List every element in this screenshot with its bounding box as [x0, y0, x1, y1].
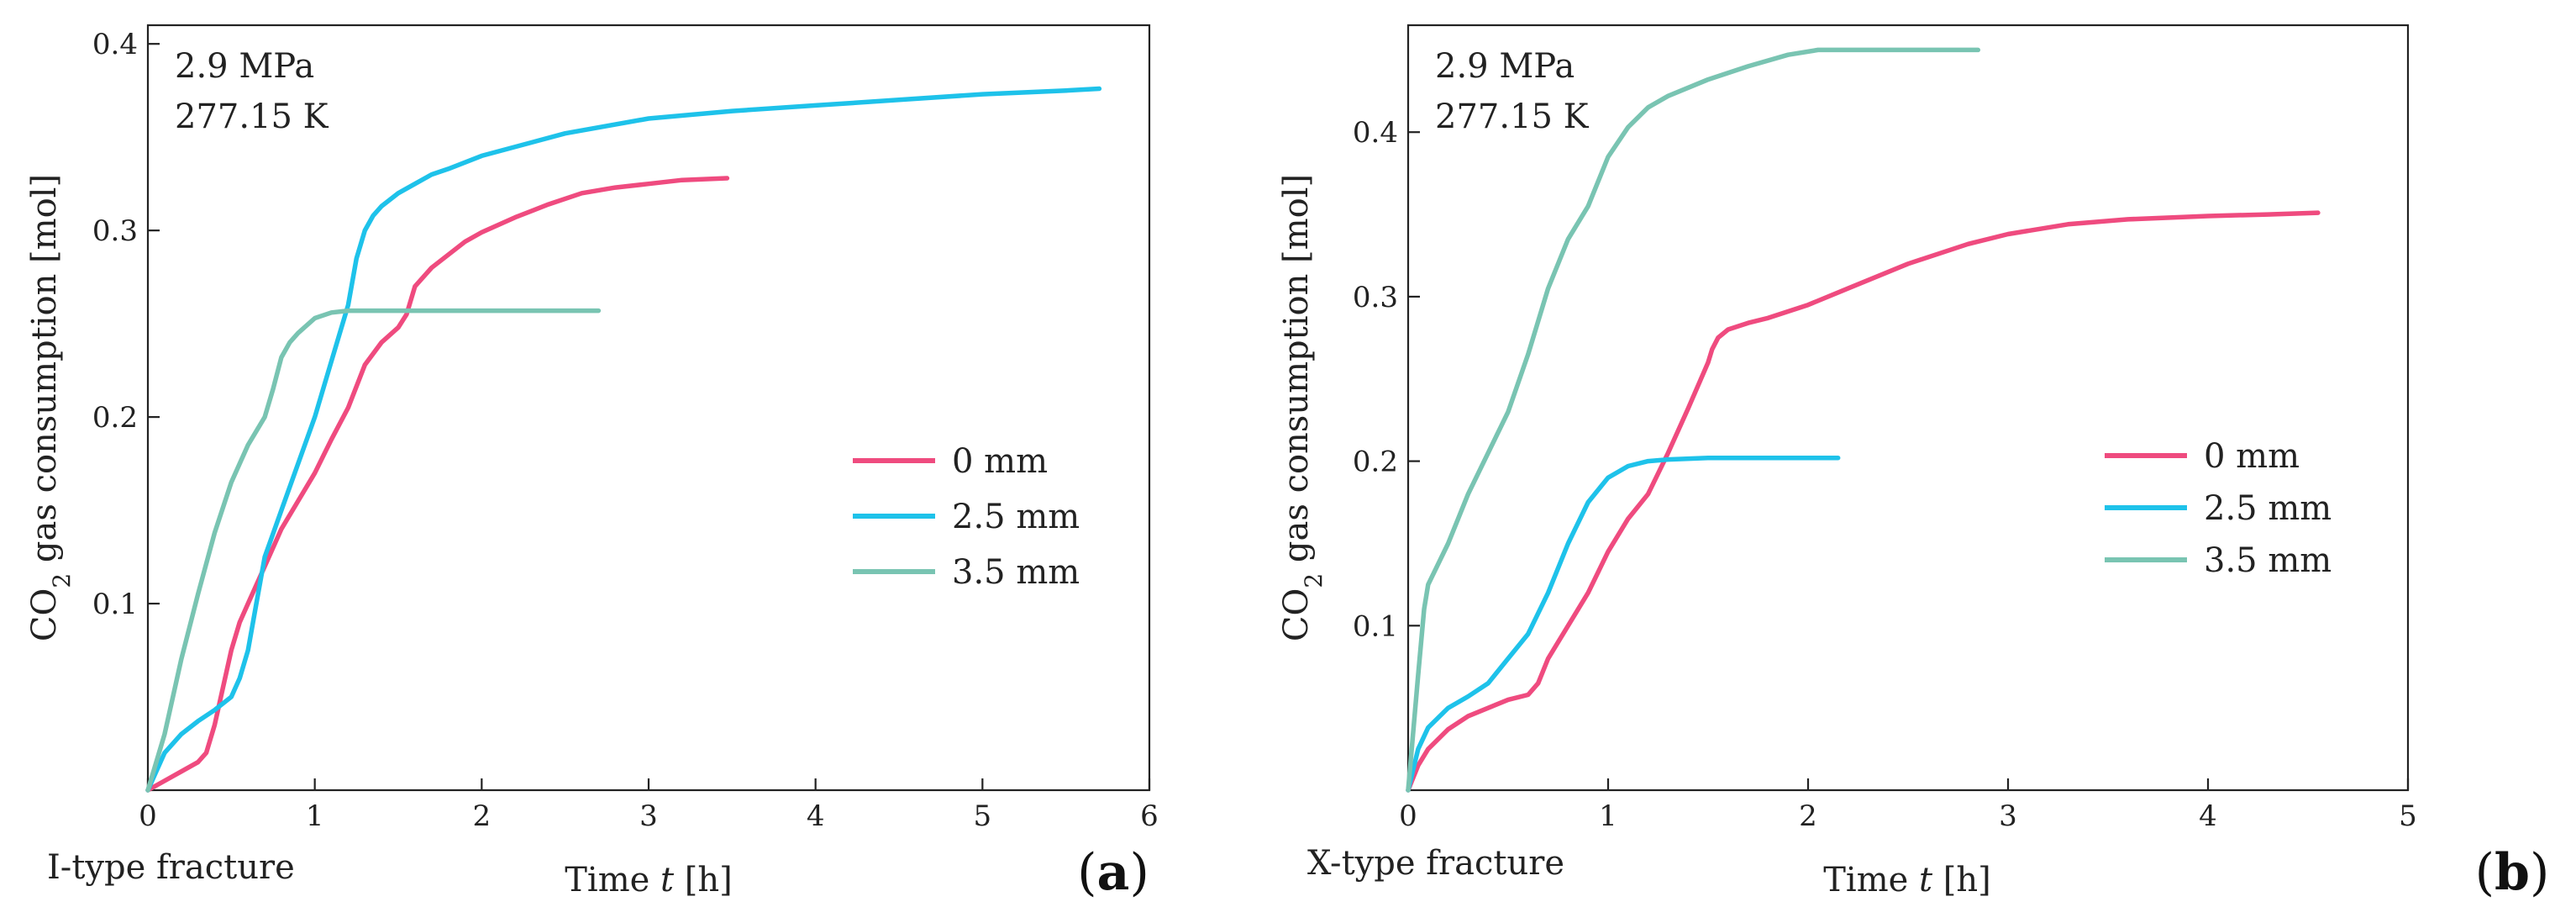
annotation-temperature: 277.15 K [1435, 98, 1590, 136]
legend-label: 0 mm [952, 442, 1048, 481]
chart-panel-b: 0 1 2 3 4 5 0.1 0.2 0.3 0.4 2.9 MPa 277.15 K 0 mm 2.5… [1277, 24, 2550, 902]
series-line-2-5-mm [145, 86, 1102, 793]
y-tick-label: 0.1 [92, 588, 138, 621]
fracture-type-label: I-type fracture [47, 848, 295, 887]
x-tick-label: 3 [639, 799, 658, 833]
x-tick-label: 1 [306, 799, 324, 833]
legend-label: 2.5 mm [2204, 489, 2332, 528]
legend-label: 2.5 mm [952, 498, 1080, 536]
x-tick-label: 4 [807, 799, 825, 833]
y-tick-label: 0.4 [1353, 116, 1398, 150]
y-tick-label: 0.3 [1353, 281, 1398, 314]
x-tick-label: 2 [1799, 799, 1817, 833]
legend: 0 mm 2.5 mm 3.5 mm [2105, 437, 2332, 580]
legend-label: 0 mm [2204, 437, 2300, 476]
y-axis-label: CO2 gas consumption [mol] [25, 174, 76, 641]
x-tick-label: 5 [974, 799, 992, 833]
y-tick-label: 0.3 [92, 214, 138, 248]
series-line-2-5-mm [1406, 455, 1841, 793]
plot-frame [1406, 24, 2410, 792]
y-tick-label: 0.1 [1353, 609, 1398, 643]
x-tick-label: 2 [473, 799, 492, 833]
x-tick-label: 5 [2399, 799, 2417, 833]
series-line-3-5-mm [145, 308, 602, 793]
series-line-3-5-mm [1406, 47, 1981, 793]
y-tick-label: 0.4 [92, 28, 138, 61]
y-tick-label: 0.2 [92, 401, 138, 435]
series-line-0-mm [1406, 210, 2321, 793]
y-axis-label: CO2 gas consumption [mol] [1277, 174, 1327, 641]
legend-label: 3.5 mm [2204, 541, 2332, 580]
x-tick-label: 3 [1999, 799, 2017, 833]
legend: 0 mm 2.5 mm 3.5 mm [853, 442, 1080, 592]
panel-label: (b) [2475, 843, 2550, 902]
fracture-type-label: X-type fracture [1307, 844, 1564, 883]
legend-label: 3.5 mm [952, 553, 1080, 592]
y-tick-label: 0.2 [1353, 446, 1398, 479]
x-tick-label: 4 [2199, 799, 2217, 833]
x-tick-label: 6 [1140, 799, 1159, 833]
x-tick-label: 1 [1599, 799, 1617, 833]
annotation-pressure: 2.9 MPa [1435, 47, 1575, 86]
series-line-0-mm [145, 176, 730, 793]
plot-frame [146, 24, 1151, 792]
x-axis-label: Time t [h] [565, 861, 733, 899]
annotation-pressure: 2.9 MPa [175, 47, 314, 86]
panel-label: (a) [1077, 843, 1149, 902]
chart-panel-a: 0 1 2 3 4 5 6 0.1 0.2 0.3 0.4 2.9 MPa 277.15 K 0 mm 2.… [25, 24, 1159, 902]
annotation-temperature: 277.15 K [175, 98, 329, 136]
x-tick-label: 0 [139, 799, 157, 833]
x-axis-label: Time t [h] [1823, 861, 1991, 899]
x-tick-label: 0 [1399, 799, 1417, 833]
